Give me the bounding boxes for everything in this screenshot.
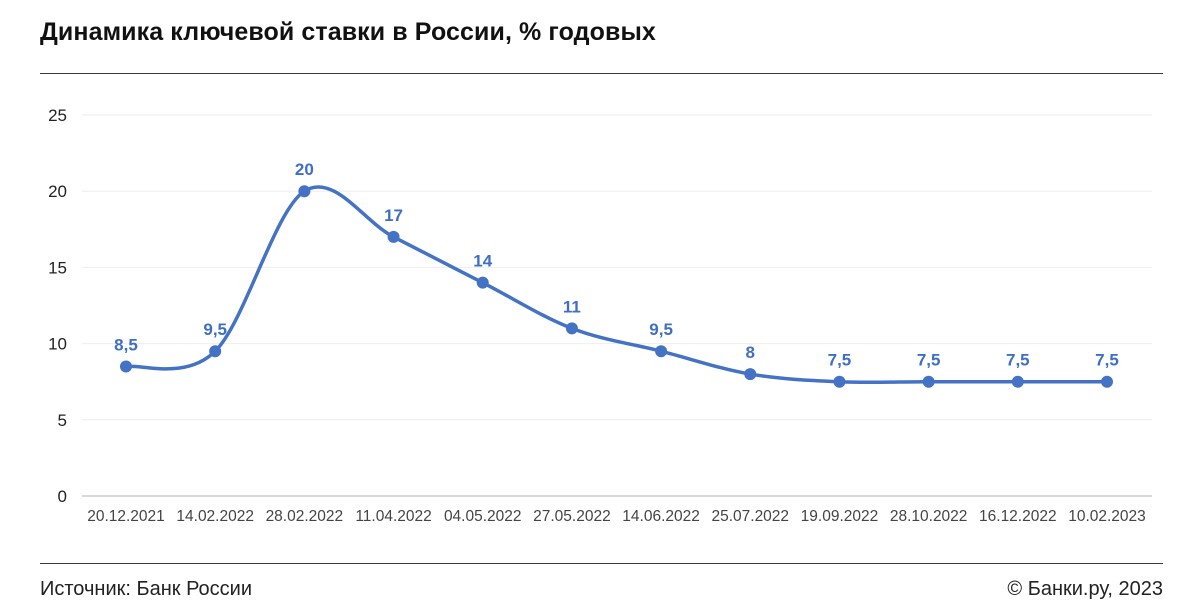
- y-tick-label: 0: [58, 487, 67, 506]
- x-tick-label: 28.02.2022: [266, 508, 344, 525]
- data-label: 7,5: [828, 351, 852, 370]
- data-point: [298, 185, 311, 198]
- x-tick-label: 27.05.2022: [533, 508, 611, 525]
- data-point: [120, 360, 132, 373]
- copyright-note: © Банки.ру, 2023: [1007, 578, 1163, 600]
- data-point: [1101, 375, 1113, 388]
- data-label: 9,5: [203, 320, 227, 339]
- data-point: [1011, 375, 1024, 388]
- data-label: 17: [384, 206, 403, 225]
- series-line: [124, 185, 1109, 385]
- y-tick-label: 20: [48, 182, 67, 201]
- data-point: [833, 375, 846, 388]
- x-tick-label: 19.09.2022: [801, 508, 879, 525]
- data-point: [565, 322, 578, 335]
- top-divider: [40, 73, 1163, 74]
- bottom-divider: [40, 563, 1163, 564]
- x-tick-label: 16.12.2022: [979, 508, 1057, 525]
- y-tick-label: 10: [48, 335, 67, 354]
- source-note: Источник: Банк России: [40, 578, 253, 600]
- y-tick-label: 25: [48, 106, 67, 125]
- data-label: 8: [746, 343, 755, 362]
- data-point: [655, 345, 668, 358]
- y-tick-label: 15: [48, 258, 67, 277]
- data-point: [922, 375, 935, 388]
- data-label: 14: [473, 252, 492, 271]
- data-point: [744, 368, 757, 381]
- x-tick-label: 25.07.2022: [711, 508, 789, 525]
- x-tick-label: 14.02.2022: [176, 508, 254, 525]
- x-tick-label: 04.05.2022: [444, 508, 522, 525]
- data-label: 8,5: [114, 335, 138, 354]
- x-tick-label: 14.06.2022: [622, 508, 700, 525]
- y-tick-label: 5: [58, 411, 67, 430]
- data-point: [209, 345, 222, 358]
- data-label: 7,5: [1006, 351, 1030, 370]
- data-label: 7,5: [917, 351, 941, 370]
- x-tick-label: 20.12.2021: [87, 508, 165, 525]
- x-tick-label: 28.10.2022: [890, 508, 968, 525]
- data-label: 7,5: [1095, 351, 1119, 370]
- data-label: 9,5: [649, 320, 673, 339]
- x-tick-label: 10.02.2023: [1068, 508, 1146, 525]
- data-point: [387, 230, 400, 243]
- data-label: 20: [295, 160, 314, 179]
- data-label: 11: [563, 297, 581, 316]
- chart-title: Динамика ключевой ставки в России, % год…: [40, 18, 656, 46]
- data-point: [476, 276, 489, 289]
- x-tick-label: 11.04.2022: [355, 508, 431, 525]
